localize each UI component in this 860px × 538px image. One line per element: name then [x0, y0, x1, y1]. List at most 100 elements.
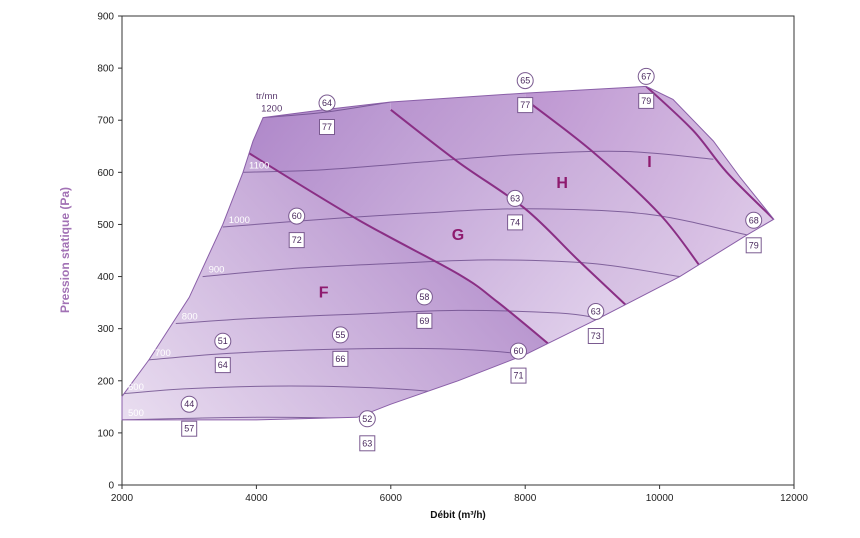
speed-unit-label: tr/mn — [256, 91, 278, 102]
svg-text:77: 77 — [322, 122, 332, 132]
sound-power-circle-marker: 52 — [358, 410, 376, 428]
x-axis-ticks: 2000 4000 6000 8000 10000 12000 — [111, 485, 808, 504]
sound-power-square-marker: 71 — [510, 367, 527, 384]
zone-boundary-1 — [245, 150, 553, 348]
svg-text:71: 71 — [513, 371, 523, 381]
sound-power-circle-marker: 58 — [415, 288, 433, 306]
speed-label-900: 900 — [209, 265, 225, 276]
speed-curves — [122, 101, 748, 420]
noise-markers: 64 65 67 63 60 68 58 63 51 55 60 44 52 77 77 79 74 72 79 69… — [180, 67, 763, 452]
svg-text:66: 66 — [335, 354, 345, 364]
x-tick-label: 12000 — [780, 493, 808, 504]
speed-label-700: 700 — [155, 348, 171, 359]
y-tick-label: 900 — [97, 12, 114, 23]
y-tick-label: 300 — [97, 324, 114, 335]
speed-curve-1200 — [263, 101, 391, 119]
svg-text:64: 64 — [218, 360, 228, 370]
svg-text:51: 51 — [218, 336, 228, 346]
zone-boundary-4 — [645, 86, 774, 220]
zone-labels: F G H I — [319, 154, 652, 301]
speed-label-500: 500 — [128, 408, 144, 419]
svg-text:63: 63 — [510, 193, 520, 203]
zone-label-i: I — [647, 154, 651, 171]
svg-text:60: 60 — [513, 346, 523, 356]
sound-power-square-marker: 69 — [416, 312, 433, 329]
speed-curve-700 — [148, 347, 526, 361]
speed-curve-900 — [202, 259, 680, 278]
y-tick-label: 600 — [97, 168, 114, 179]
sound-power-circle-marker: 65 — [516, 72, 534, 90]
speed-label-1000: 1000 — [229, 215, 250, 226]
sound-power-circle-marker: 68 — [745, 211, 763, 229]
sound-power-square-marker: 74 — [507, 214, 524, 231]
sound-power-square-marker: 77 — [319, 119, 335, 135]
speed-labels: 500 600 700 800 900 1000 1100 1200 — [128, 104, 282, 419]
zone-boundary-2 — [390, 109, 627, 306]
svg-text:72: 72 — [292, 235, 302, 245]
sound-power-circle-marker: 63 — [587, 303, 605, 320]
svg-text:74: 74 — [510, 217, 520, 227]
svg-text:67: 67 — [641, 71, 651, 81]
sound-power-square-marker: 63 — [359, 435, 376, 452]
svg-text:58: 58 — [419, 292, 429, 302]
speed-label-1100: 1100 — [249, 160, 269, 171]
svg-text:57: 57 — [184, 424, 194, 434]
speed-label-800: 800 — [182, 312, 198, 323]
sound-power-square-marker: 79 — [745, 237, 762, 254]
sound-power-circle-marker: 64 — [318, 94, 336, 112]
sound-power-circle-marker: 63 — [506, 189, 524, 207]
speed-label-1200: 1200 — [261, 104, 282, 115]
speed-curve-800 — [175, 309, 600, 324]
sound-power-circle-marker: 67 — [637, 67, 655, 85]
y-tick-label: 500 — [97, 220, 114, 231]
svg-text:55: 55 — [335, 330, 345, 340]
y-axis-ticks: 0 100 200 300 400 500 600 700 800 900 — [97, 12, 122, 492]
sound-power-square-marker: 77 — [517, 97, 534, 114]
sound-power-square-marker: 73 — [587, 328, 604, 344]
svg-text:77: 77 — [520, 100, 530, 110]
y-tick-label: 200 — [97, 376, 114, 387]
svg-text:63: 63 — [362, 438, 372, 448]
speed-label-600: 600 — [128, 382, 144, 393]
region-g — [246, 86, 626, 420]
x-tick-label: 6000 — [380, 493, 403, 504]
y-tick-label: 700 — [97, 116, 114, 127]
sound-power-circle-marker: 60 — [510, 342, 527, 360]
sound-power-circle-marker: 55 — [331, 326, 349, 344]
x-tick-label: 4000 — [245, 493, 268, 504]
y-tick-label: 800 — [97, 64, 114, 75]
svg-text:79: 79 — [641, 96, 651, 106]
zone-boundaries — [245, 86, 774, 348]
svg-text:64: 64 — [322, 98, 332, 108]
svg-text:52: 52 — [362, 414, 372, 424]
operating-envelope-outline — [121, 85, 775, 421]
y-tick-label: 0 — [108, 481, 114, 492]
svg-text:79: 79 — [749, 240, 759, 250]
y-axis-label: Pression statique (Pa) — [58, 187, 72, 313]
zone-label-h: H — [556, 175, 568, 192]
sound-power-square-marker: 79 — [638, 92, 655, 109]
speed-curve-1100 — [242, 150, 714, 173]
x-tick-label: 10000 — [646, 493, 674, 504]
sound-power-circle-marker: 60 — [288, 207, 306, 225]
x-tick-label: 8000 — [514, 493, 537, 504]
speed-curve-1000 — [222, 208, 748, 236]
zone-label-f: F — [319, 284, 329, 301]
sound-power-square-marker: 57 — [181, 420, 198, 437]
x-axis-label: Débit (m³/h) — [430, 510, 486, 521]
svg-text:60: 60 — [292, 211, 302, 221]
y-tick-label: 100 — [97, 428, 114, 439]
svg-text:69: 69 — [419, 316, 429, 326]
x-tick-label: 2000 — [111, 493, 134, 504]
zone-boundary-3 — [524, 98, 701, 267]
sound-power-square-marker: 66 — [332, 350, 349, 367]
svg-text:63: 63 — [591, 307, 601, 317]
sound-power-square-marker: 72 — [288, 232, 305, 249]
svg-text:73: 73 — [591, 331, 601, 341]
sound-power-square-marker: 64 — [214, 357, 231, 374]
sound-power-circle-marker: 44 — [180, 395, 198, 413]
zone-label-g: G — [452, 227, 464, 244]
svg-text:65: 65 — [520, 76, 530, 86]
y-tick-label: 400 — [97, 272, 114, 283]
